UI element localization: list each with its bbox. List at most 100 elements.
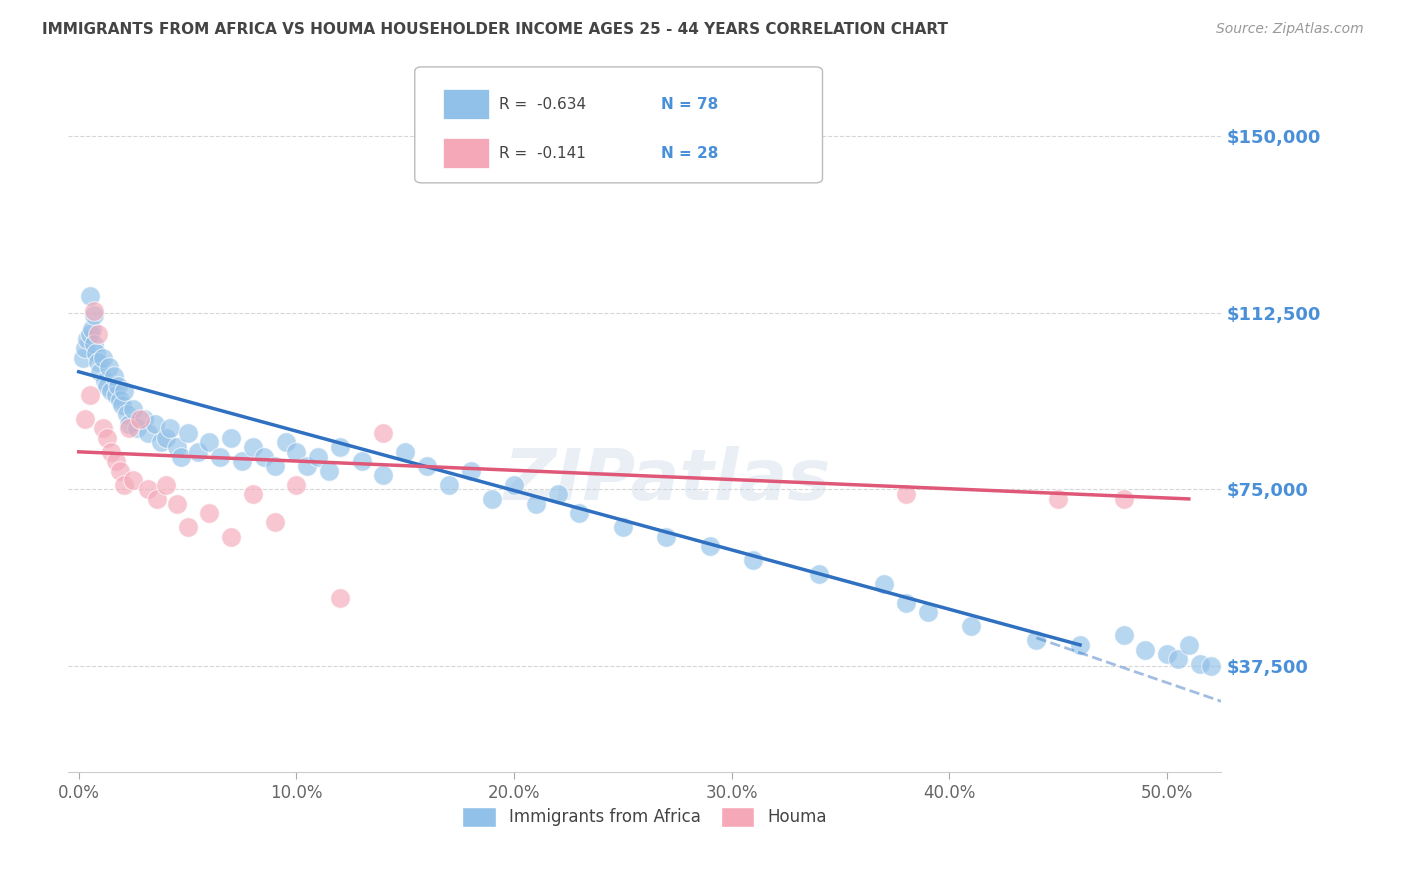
Point xyxy=(128,412,150,426)
Point xyxy=(96,431,118,445)
Point xyxy=(460,464,482,478)
Point xyxy=(79,327,101,342)
Point xyxy=(176,520,198,534)
Point xyxy=(1025,633,1047,648)
Point xyxy=(1199,659,1222,673)
Point xyxy=(503,477,526,491)
Point xyxy=(176,425,198,440)
Point xyxy=(138,483,160,497)
Point xyxy=(960,619,983,633)
Point xyxy=(285,477,308,491)
Point xyxy=(547,487,569,501)
Point xyxy=(373,425,395,440)
Point xyxy=(79,388,101,402)
Point xyxy=(1156,648,1178,662)
Point xyxy=(127,421,149,435)
Point xyxy=(742,553,765,567)
Point xyxy=(231,454,253,468)
Point xyxy=(329,591,352,605)
Point xyxy=(111,398,134,412)
Point xyxy=(104,454,127,468)
Point xyxy=(103,369,125,384)
Point xyxy=(699,539,721,553)
Point xyxy=(219,530,242,544)
Text: R =  -0.634: R = -0.634 xyxy=(499,97,586,112)
Point xyxy=(917,605,939,619)
Point xyxy=(655,530,678,544)
Point xyxy=(84,346,107,360)
Point xyxy=(242,440,264,454)
Point xyxy=(568,506,591,520)
Point xyxy=(807,567,830,582)
Point xyxy=(91,421,114,435)
Point xyxy=(873,576,896,591)
Point xyxy=(155,477,177,491)
Point xyxy=(104,388,127,402)
Point xyxy=(170,450,193,464)
Point xyxy=(146,491,169,506)
Point xyxy=(76,332,98,346)
Point xyxy=(108,392,131,407)
Point xyxy=(187,445,209,459)
Point xyxy=(1178,638,1201,652)
Point xyxy=(112,384,135,398)
Point xyxy=(297,458,319,473)
Point xyxy=(108,464,131,478)
Point xyxy=(1112,628,1135,642)
Text: N = 28: N = 28 xyxy=(661,146,718,161)
Point xyxy=(274,435,297,450)
Point xyxy=(150,435,173,450)
Point xyxy=(79,289,101,303)
Point xyxy=(132,412,155,426)
Point xyxy=(75,412,97,426)
Point xyxy=(209,450,232,464)
Point xyxy=(481,491,503,506)
Legend: Immigrants from Africa, Houma: Immigrants from Africa, Houma xyxy=(456,801,834,833)
Point xyxy=(198,435,221,450)
Point xyxy=(155,431,177,445)
Point xyxy=(112,477,135,491)
Point xyxy=(122,402,145,417)
Point xyxy=(83,336,105,351)
Point xyxy=(329,440,352,454)
Point xyxy=(98,359,121,374)
Point xyxy=(72,351,94,365)
Point xyxy=(96,379,118,393)
Point xyxy=(166,497,188,511)
Point xyxy=(198,506,221,520)
Point xyxy=(373,468,395,483)
Point xyxy=(107,379,129,393)
Point xyxy=(219,431,242,445)
Point xyxy=(87,355,110,369)
Point xyxy=(159,421,181,435)
Point xyxy=(1188,657,1211,671)
Point xyxy=(263,458,285,473)
Point xyxy=(143,417,166,431)
Point xyxy=(307,450,329,464)
Point xyxy=(1069,638,1091,652)
Point xyxy=(94,374,117,388)
Point xyxy=(100,384,122,398)
Point xyxy=(894,595,917,609)
Point xyxy=(894,487,917,501)
Point xyxy=(122,473,145,487)
Text: Source: ZipAtlas.com: Source: ZipAtlas.com xyxy=(1216,22,1364,37)
Point xyxy=(253,450,276,464)
Point xyxy=(91,351,114,365)
Point xyxy=(100,445,122,459)
Point xyxy=(1047,491,1070,506)
Point xyxy=(1167,652,1189,666)
Point xyxy=(416,458,439,473)
Point xyxy=(263,516,285,530)
Text: ZIPatlas: ZIPatlas xyxy=(503,446,831,515)
Text: IMMIGRANTS FROM AFRICA VS HOUMA HOUSEHOLDER INCOME AGES 25 - 44 YEARS CORRELATIO: IMMIGRANTS FROM AFRICA VS HOUMA HOUSEHOL… xyxy=(42,22,948,37)
Text: N = 78: N = 78 xyxy=(661,97,718,112)
Point xyxy=(166,440,188,454)
Point xyxy=(318,464,340,478)
Point xyxy=(87,327,110,342)
Point xyxy=(394,445,416,459)
Point xyxy=(437,477,460,491)
Point xyxy=(242,487,264,501)
Point xyxy=(612,520,634,534)
Point xyxy=(89,365,111,379)
